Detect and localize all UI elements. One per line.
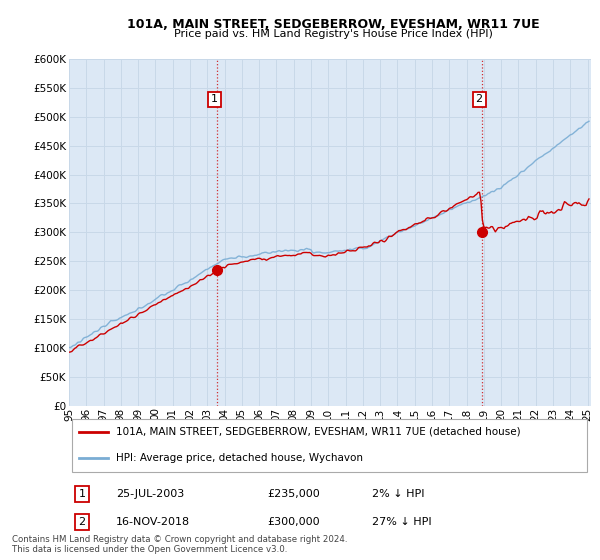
- Text: Contains HM Land Registry data © Crown copyright and database right 2024.
This d: Contains HM Land Registry data © Crown c…: [12, 535, 347, 554]
- Text: 101A, MAIN STREET, SEDGEBERROW, EVESHAM, WR11 7UE (detached house): 101A, MAIN STREET, SEDGEBERROW, EVESHAM,…: [116, 427, 521, 437]
- Text: HPI: Average price, detached house, Wychavon: HPI: Average price, detached house, Wych…: [116, 452, 363, 463]
- Text: 27% ↓ HPI: 27% ↓ HPI: [372, 517, 431, 527]
- Text: £235,000: £235,000: [268, 489, 320, 499]
- Text: £300,000: £300,000: [268, 517, 320, 527]
- Text: 2: 2: [79, 517, 86, 527]
- Text: 2% ↓ HPI: 2% ↓ HPI: [372, 489, 424, 499]
- Text: 1: 1: [211, 94, 218, 104]
- Text: 2: 2: [476, 94, 483, 104]
- Text: 101A, MAIN STREET, SEDGEBERROW, EVESHAM, WR11 7UE: 101A, MAIN STREET, SEDGEBERROW, EVESHAM,…: [127, 18, 539, 31]
- FancyBboxPatch shape: [71, 419, 587, 472]
- Text: Price paid vs. HM Land Registry's House Price Index (HPI): Price paid vs. HM Land Registry's House …: [173, 29, 493, 39]
- Text: 16-NOV-2018: 16-NOV-2018: [116, 517, 190, 527]
- Text: 1: 1: [79, 489, 86, 499]
- Text: 25-JUL-2003: 25-JUL-2003: [116, 489, 184, 499]
